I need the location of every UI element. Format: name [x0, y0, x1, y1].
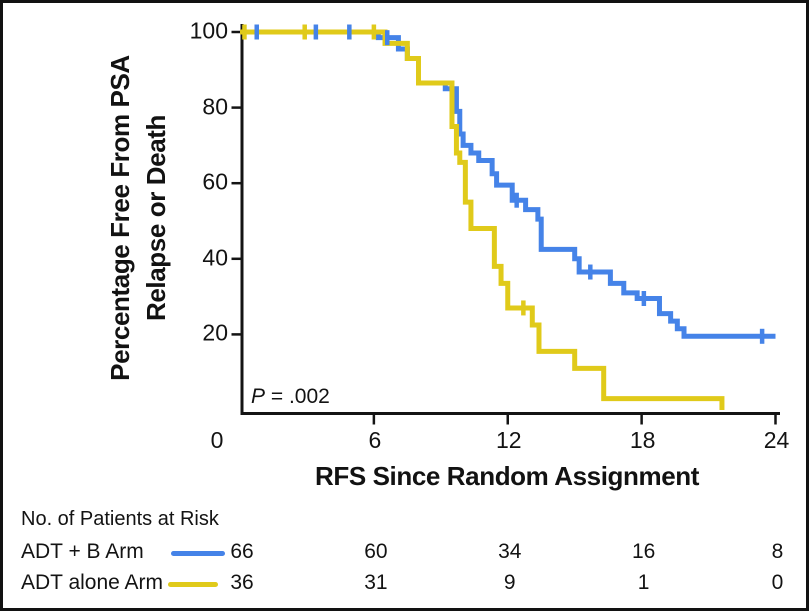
- y-tick-label: 40: [202, 244, 228, 271]
- y-axis-title-line1: Percentage Free From PSA: [105, 55, 135, 381]
- p-value-text: = .002: [265, 385, 330, 408]
- x-tick-label: 24: [763, 427, 790, 453]
- risk-count: 66: [230, 540, 254, 563]
- x-axis-title: RFS Since Random Assignment: [314, 461, 700, 491]
- x-tick-label: 18: [629, 427, 656, 453]
- y-tick-label: 20: [202, 320, 228, 347]
- y-tick-label: 80: [202, 93, 228, 120]
- legend-swatch-blue: [171, 551, 225, 556]
- risk-count: 1: [637, 571, 650, 594]
- legend-label-adt-b-arm: ADT + B Arm: [21, 540, 144, 563]
- x-tick-label: 6: [368, 427, 382, 453]
- risk-count: 9: [503, 571, 516, 594]
- y-tick-label: 60: [202, 168, 228, 195]
- p-value-annotation: P = .002: [251, 385, 330, 409]
- x-tick-label: 0: [210, 427, 224, 453]
- x-tick-label: 12: [495, 427, 522, 453]
- legend-label-adt-alone-arm: ADT alone Arm: [21, 571, 164, 594]
- risk-count: 0: [771, 571, 784, 594]
- risk-count: 34: [498, 540, 522, 563]
- p-symbol: P: [251, 385, 266, 408]
- risk-count: 31: [364, 571, 388, 594]
- risk-count: 36: [230, 571, 254, 594]
- km-curve-adt-alone: [240, 29, 725, 410]
- y-tick-label: 100: [189, 17, 228, 44]
- risk-count: 16: [631, 540, 656, 563]
- y-axis-title: Percentage Free From PSA Relapse or Deat…: [102, 55, 174, 381]
- risk-count: 60: [364, 540, 388, 563]
- risk-table-title: No. of Patients at Risk: [21, 508, 219, 530]
- legend-swatch-yellow: [168, 582, 218, 587]
- y-axis-title-line2: Relapse or Death: [141, 114, 171, 322]
- risk-count: 8: [771, 540, 784, 563]
